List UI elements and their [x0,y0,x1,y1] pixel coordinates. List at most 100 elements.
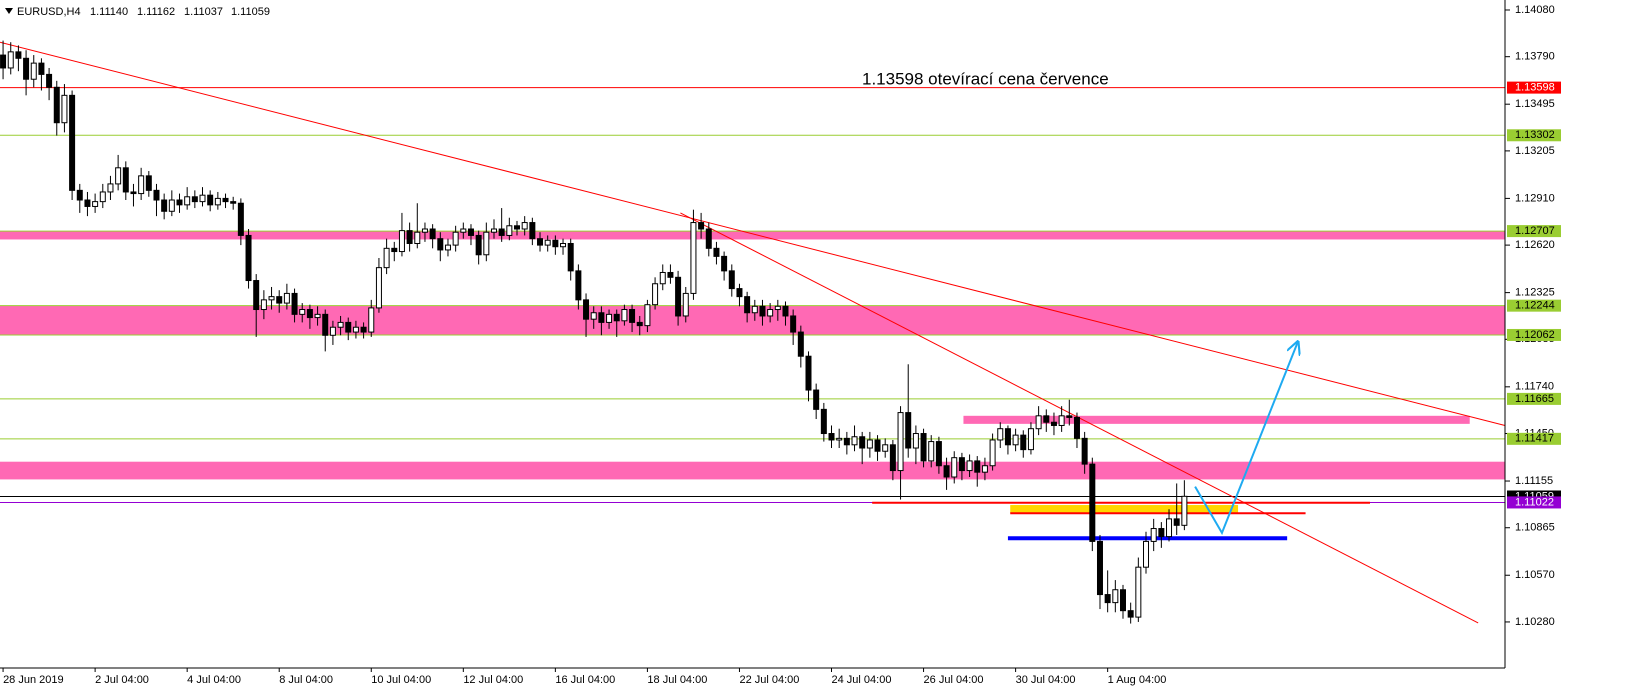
candle-body [567,242,574,272]
candle-body [222,197,229,203]
candle-body [514,225,521,230]
zone [0,461,1505,480]
candle-body [529,222,536,240]
candle-body [767,309,774,317]
candle-body [322,313,329,336]
x-tick-label: 24 Jul 04:00 [832,674,892,686]
candle-body [1143,540,1150,568]
candle-body [122,167,129,193]
candle-body [329,326,336,336]
price-label: 1.13598 [1515,82,1555,94]
chart-title: EURUSD,H4 [17,6,81,18]
candle-body [629,309,636,323]
candle-body [237,202,244,236]
candle-body [168,199,175,212]
candle-body [337,321,344,328]
menu-triangle[interactable] [5,8,13,14]
candle-body [84,199,91,207]
candle-body [299,309,306,315]
candle-body [53,86,60,124]
candle-body [813,389,820,410]
candle-body [352,326,359,333]
price-label-bg [1507,432,1561,445]
candle-body [145,175,152,191]
x-tick-label: 10 Jul 04:00 [371,674,431,686]
candle-body [682,292,689,317]
candle-body [314,313,321,319]
candle-body [882,444,889,452]
candle-body [184,196,191,206]
candle-body [836,437,843,441]
candle-body [1035,415,1042,430]
candle-body [912,433,919,449]
price-label-bg [1507,328,1561,341]
candle-body [1004,428,1011,446]
candle-body [46,73,53,88]
candle-body [414,231,421,244]
candle-body [935,441,942,467]
candle-body [644,304,651,327]
candle-body [805,355,812,391]
y-tick-label: 1.11740 [1515,381,1554,393]
annotation: 1.13598 otevírací cena července [862,69,1109,88]
candle-body [1096,540,1103,596]
candle-body [245,234,252,282]
trend-line [0,41,1506,426]
candle-body [575,270,582,301]
candle-body [759,305,766,317]
zone [963,415,1470,424]
candle-body [1050,421,1057,426]
x-tick-label: 12 Jul 04:00 [463,674,523,686]
candle-body [306,309,313,319]
price-label: 1.12062 [1515,329,1555,341]
price-label: 1.13302 [1515,129,1555,141]
candle-body [268,296,275,301]
candle-body [260,299,267,311]
y-tick-label: 1.13495 [1515,98,1555,110]
candle-body [613,313,620,322]
candle-body [1066,415,1073,418]
candle-body [1043,415,1050,423]
candle-body [1158,528,1165,538]
candle-body [1112,589,1119,604]
candle-body [851,436,858,446]
zone [1010,505,1239,514]
y-tick-label: 1.10280 [1515,616,1555,628]
candle-body [368,307,375,333]
candle-body [1104,594,1111,604]
quote-close: 1.11059 [231,6,270,18]
candle-body [345,321,352,333]
candle-body [276,296,283,304]
x-tick-label: 28 Jun 2019 [3,674,64,686]
candle-body [230,201,237,204]
candle-body [199,194,206,203]
candle-body [751,305,758,314]
x-tick-label: 2 Jul 04:00 [95,674,149,686]
candle-body [1081,437,1088,465]
candle-body [652,283,659,306]
candle-body [253,280,260,311]
y-tick-label: 1.10570 [1515,569,1555,581]
candle-body [138,175,145,195]
candle-body [1089,463,1096,542]
y-tick-label: 1.10865 [1515,522,1555,534]
quote-open: 1.11140 [90,6,128,18]
price-label: 1.12244 [1515,300,1555,312]
candle-body [506,225,513,236]
candle-body [207,194,214,206]
forecast-arrow [1194,342,1298,536]
y-tick-label: 1.12620 [1515,239,1555,251]
candle-body [667,271,674,278]
x-tick-label: 22 Jul 04:00 [739,674,799,686]
candle-body [153,189,160,201]
candle-body [958,457,965,472]
x-tick-label: 4 Jul 04:00 [187,674,241,686]
candle-body [690,222,697,294]
zone [0,231,1505,240]
price-label-bg [1507,225,1561,238]
candle-body [705,228,712,249]
candle-body [736,288,743,298]
candle-body [38,62,45,75]
candle-body [621,309,628,322]
